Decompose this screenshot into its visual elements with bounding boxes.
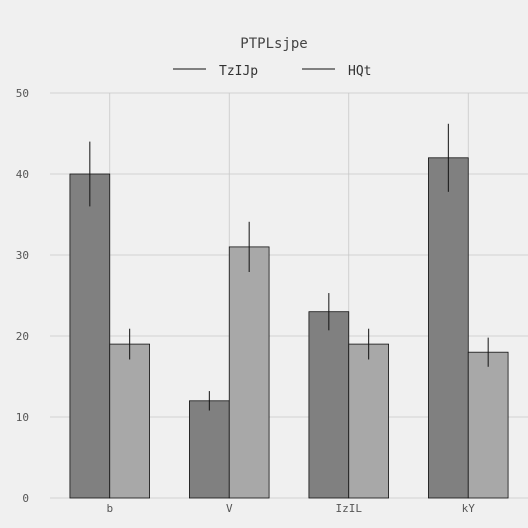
y-axis: 0 10 20 30 40 50 xyxy=(16,87,29,505)
legend-label: TzIJp xyxy=(219,64,258,79)
error-bars xyxy=(89,123,489,411)
x-tick-label: IzIL xyxy=(336,502,363,515)
x-tick-label: V xyxy=(226,502,233,515)
chart-title: PTPLsjpe xyxy=(240,36,307,52)
y-tick-label: 40 xyxy=(16,168,29,181)
bar xyxy=(308,311,350,499)
y-tick-label: 10 xyxy=(16,411,29,424)
bar-groups xyxy=(69,157,509,499)
bar xyxy=(467,351,509,499)
x-tick-label: kY xyxy=(462,502,476,515)
y-tick-label: 30 xyxy=(16,249,29,262)
bar xyxy=(428,157,469,499)
bar xyxy=(228,246,270,499)
legend-label: HQt xyxy=(348,64,371,79)
x-axis: b V IzIL kY xyxy=(106,502,475,515)
x-tick-label: b xyxy=(106,502,113,515)
bar xyxy=(69,173,111,499)
y-tick-label: 50 xyxy=(16,87,29,100)
bar xyxy=(348,343,389,499)
bar xyxy=(109,343,150,499)
y-tick-label: 0 xyxy=(22,492,29,505)
y-tick-label: 20 xyxy=(16,330,29,343)
legend: TzIJp HQt xyxy=(173,64,371,79)
bar xyxy=(189,400,230,499)
